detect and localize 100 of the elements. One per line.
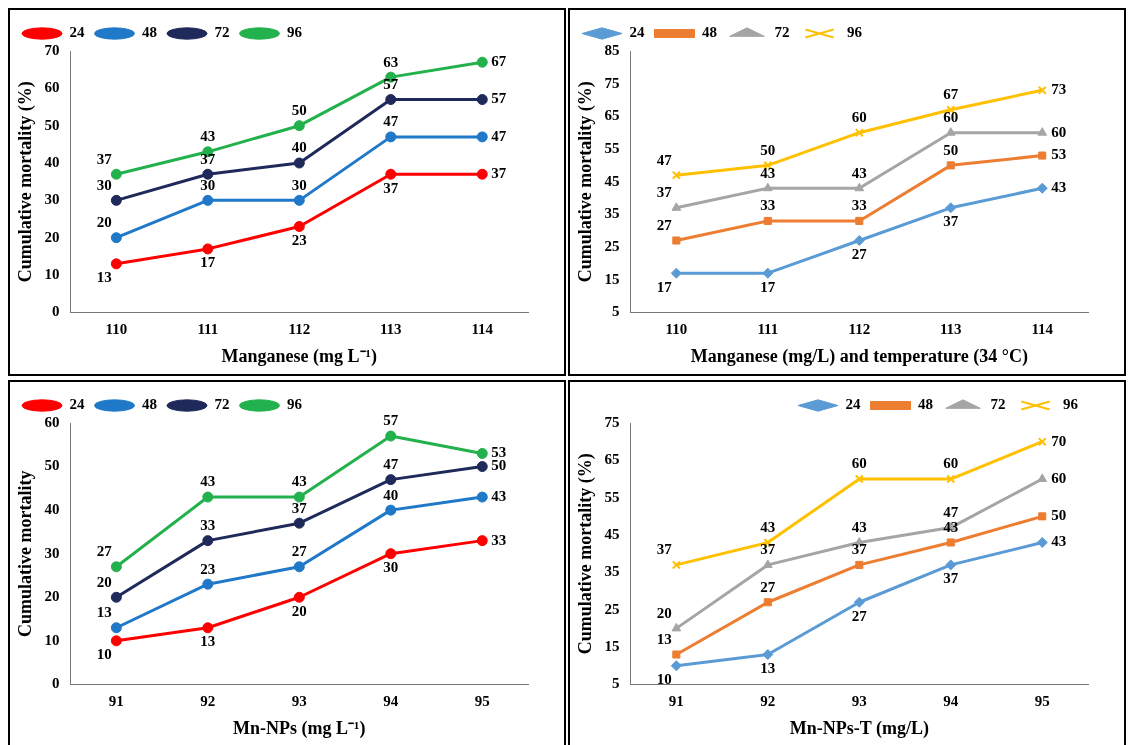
data-label: 60	[943, 455, 959, 472]
legend-label: 24	[69, 396, 85, 413]
point	[476, 94, 488, 106]
x-tick-label: 91	[668, 693, 684, 710]
point	[945, 202, 957, 214]
y-tick-label: 40	[44, 501, 60, 518]
data-label: 47	[383, 456, 399, 473]
data-label: 37	[943, 213, 959, 230]
y-tick-label: 30	[44, 544, 60, 561]
y-tick-label: 25	[604, 600, 620, 617]
point	[110, 622, 122, 634]
legend-label: 72	[774, 24, 790, 41]
y-tick-label: 5	[612, 675, 620, 692]
point	[672, 650, 681, 659]
point	[763, 598, 772, 607]
y-tick-label: 15	[604, 270, 620, 287]
y-tick-label: 70	[44, 41, 60, 58]
point	[110, 232, 122, 244]
y-tick-label: 75	[604, 74, 620, 91]
legend-label: 48	[142, 24, 157, 41]
y-tick-label: 85	[604, 41, 620, 58]
x-tick-label: 94	[943, 693, 959, 710]
data-label: 27	[291, 543, 308, 560]
point	[110, 561, 122, 573]
x-tick-label: 95	[1034, 693, 1050, 710]
data-label: 50	[291, 102, 307, 119]
point	[385, 94, 397, 106]
x-tick-label: 113	[379, 321, 402, 338]
data-label: 20	[656, 604, 672, 621]
point	[670, 660, 682, 672]
y-axis-title: Cumulative mortality (%)	[575, 453, 597, 655]
data-label: 17	[200, 254, 216, 271]
data-label: 43	[291, 473, 307, 490]
data-label: 47	[383, 113, 399, 130]
y-tick-label: 25	[604, 237, 620, 254]
y-tick-label: 65	[604, 107, 620, 124]
y-tick-label: 55	[604, 488, 620, 505]
x-tick-label: 92	[760, 693, 776, 710]
data-label: 13	[656, 630, 672, 647]
x-tick-label: 110	[665, 321, 688, 338]
data-label: 43	[851, 164, 867, 181]
point	[855, 560, 864, 569]
point	[671, 560, 681, 570]
data-label: 43	[200, 473, 216, 490]
data-label: 37	[200, 150, 216, 167]
data-label: 10	[96, 646, 112, 663]
legend-label: 72	[214, 396, 230, 413]
data-label: 20	[96, 214, 112, 231]
x-axis-title: Manganese (mg/L) and temperature (34 °C)	[690, 345, 1028, 367]
data-label: 43	[491, 487, 507, 504]
data-label: 53	[1051, 146, 1067, 163]
y-tick-label: 35	[604, 563, 620, 580]
y-tick-label: 0	[52, 675, 60, 692]
y-tick-label: 60	[44, 413, 60, 430]
data-label: 37	[943, 570, 959, 587]
point	[385, 504, 397, 516]
data-label: 27	[851, 607, 868, 624]
point	[202, 168, 214, 180]
data-label: 17	[760, 278, 776, 295]
data-label: 37	[383, 179, 399, 196]
data-label: 40	[291, 139, 307, 156]
data-label: 30	[291, 176, 307, 193]
point	[855, 216, 864, 225]
point	[293, 157, 305, 169]
data-label: 33	[851, 197, 867, 214]
point	[1037, 473, 1048, 483]
point	[1037, 127, 1048, 136]
data-label: 50	[760, 141, 776, 158]
data-label: 60	[851, 455, 867, 472]
point	[110, 258, 122, 270]
point	[762, 267, 774, 279]
point	[110, 194, 122, 206]
y-tick-label: 50	[44, 116, 60, 133]
legend-label: 96	[1063, 396, 1079, 413]
data-label: 17	[656, 278, 673, 295]
point	[293, 221, 305, 233]
data-label: 23	[291, 231, 307, 248]
data-label: 47	[491, 127, 507, 144]
y-tick-label: 20	[44, 228, 60, 245]
y-tick-label: 50	[44, 457, 60, 474]
data-label: 27	[851, 245, 868, 262]
data-label: 67	[491, 53, 507, 70]
data-label: 63	[383, 53, 399, 70]
legend-label: 96	[287, 24, 303, 41]
point	[671, 170, 681, 180]
legend-label: 48	[702, 24, 717, 41]
data-label: 13	[200, 633, 216, 650]
data-label: 43	[1051, 533, 1067, 550]
point	[946, 161, 955, 170]
point	[202, 535, 214, 547]
data-label: 27	[656, 216, 673, 233]
data-label: 50	[943, 141, 959, 158]
x-tick-label: 92	[200, 693, 216, 710]
x-tick-label: 111	[757, 321, 779, 338]
point	[293, 517, 305, 529]
y-tick-label: 60	[44, 79, 60, 96]
x-tick-label: 94	[383, 693, 399, 710]
data-label: 37	[291, 499, 308, 516]
point	[385, 474, 397, 486]
x-tick-label: 114	[1031, 321, 1054, 338]
